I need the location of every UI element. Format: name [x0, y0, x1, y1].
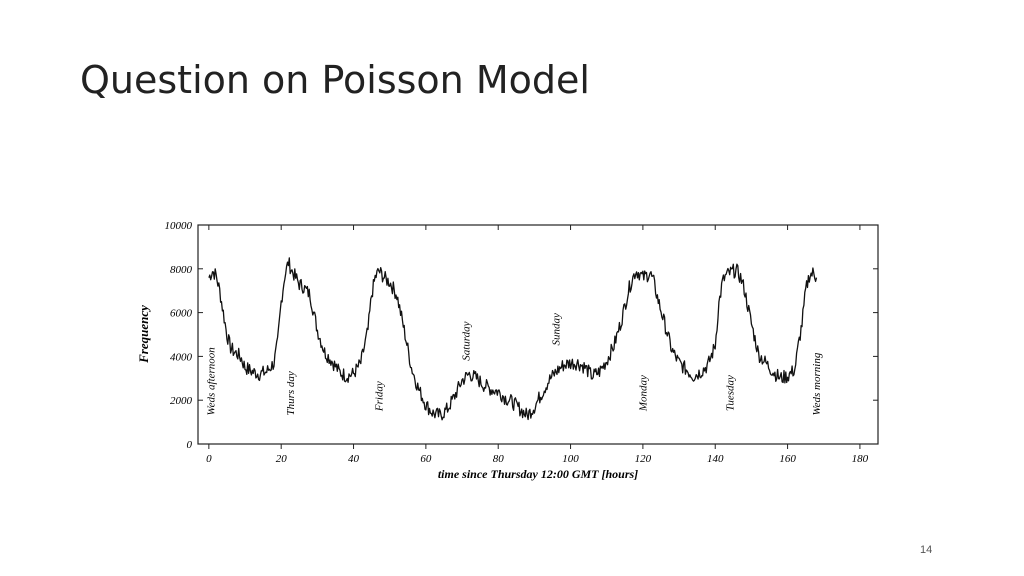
x-tick-label: 20	[276, 453, 288, 465]
day-annotation: Weds afternoon	[205, 347, 217, 416]
x-tick-label: 80	[493, 453, 505, 465]
y-tick-label: 6000	[170, 308, 193, 320]
day-annotation: Friday	[373, 381, 385, 412]
day-annotation: Monday	[638, 375, 650, 412]
x-tick-label: 40	[348, 453, 360, 465]
y-axis-label: Frequency	[136, 305, 151, 364]
y-tick-label: 0	[187, 439, 193, 451]
x-tick-label: 0	[206, 453, 212, 465]
slide-title: Question on Poisson Model	[80, 58, 590, 102]
day-annotation: Tuesday	[724, 375, 736, 411]
day-annotation: Weds morning	[811, 352, 823, 415]
day-annotation: Sunday	[551, 313, 563, 346]
y-tick-label: 10000	[165, 220, 193, 232]
day-annotation: Saturday	[460, 321, 472, 360]
x-tick-label: 100	[562, 453, 579, 465]
series-line	[208, 257, 818, 421]
day-annotation: Thurs day	[285, 371, 297, 415]
plot-frame	[197, 224, 879, 445]
page-number: 14	[920, 544, 933, 556]
y-tick-label: 2000	[170, 395, 193, 407]
x-tick-label: 180	[852, 453, 869, 465]
x-tick-label: 60	[420, 453, 432, 465]
y-tick-label: 4000	[170, 351, 193, 363]
y-tick-label: 8000	[170, 264, 193, 276]
x-tick-label: 160	[779, 453, 796, 465]
frequency-chart: 0 2000 4000 6000 8000 10000 0 20 40 60 80 100 120 14…	[136, 220, 879, 481]
x-tick-label: 120	[635, 453, 652, 465]
x-axis-label: time since Thursday 12:00 GMT [hours]	[438, 467, 638, 481]
x-tick-label: 140	[707, 453, 724, 465]
